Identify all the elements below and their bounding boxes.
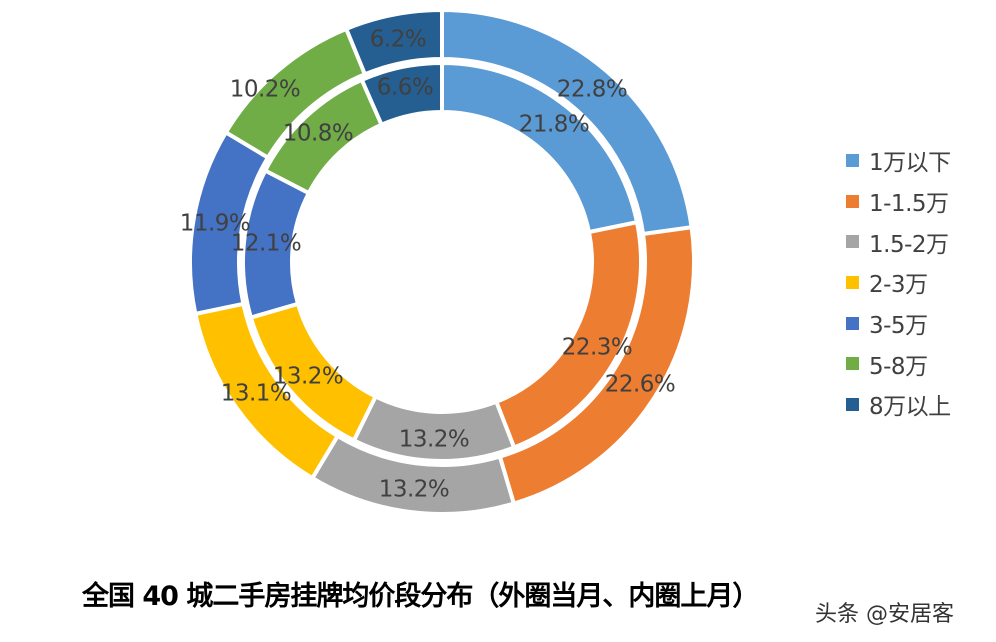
legend-swatch-icon	[846, 153, 859, 167]
outer-data-label: 13.2%	[379, 477, 450, 503]
donut-chart: 22.8%22.6%13.2%13.1%11.9%10.2%6.2%21.8%2…	[179, 7, 696, 516]
legend-item-2-3w: 2-3万	[846, 262, 951, 303]
legend-swatch-icon	[846, 275, 859, 289]
outer-slice-6	[343, 7, 444, 77]
inner-ring-last-month	[241, 60, 643, 463]
inner-data-label: 13.2%	[399, 427, 470, 453]
legend-swatch-icon	[846, 357, 859, 371]
outer-ring-current-month	[188, 7, 696, 516]
chart-legend: 1万以下 1-1.5万 1.5-2万 2-3万 3-5万 5-8万 8万以上	[846, 140, 951, 425]
legend-label: 1.5-2万	[869, 231, 949, 258]
legend-swatch-icon	[846, 235, 859, 249]
inner-data-label: 10.8%	[283, 121, 354, 147]
inner-data-label: 6.6%	[377, 75, 433, 101]
outer-data-label: 22.6%	[605, 372, 676, 398]
legend-label: 8万以上	[869, 394, 951, 421]
legend-label: 2-3万	[869, 272, 928, 299]
outer-data-label: 13.1%	[221, 381, 292, 407]
inner-data-label: 13.2%	[273, 364, 344, 390]
legend-item-under-1w: 1万以下	[846, 140, 951, 181]
legend-swatch-icon	[846, 316, 859, 330]
outer-data-label: 10.2%	[230, 77, 301, 103]
legend-label: 1-1.5万	[869, 191, 949, 218]
outer-data-label: 11.9%	[180, 211, 251, 237]
inner-data-label: 22.3%	[562, 335, 633, 361]
legend-item-over-8w: 8万以上	[846, 384, 951, 425]
inner-data-label: 21.8%	[519, 112, 590, 138]
slice-labels: 22.8%22.6%13.2%13.1%11.9%10.2%6.2%21.8%2…	[180, 27, 676, 503]
legend-swatch-icon	[846, 194, 859, 208]
legend-item-1.5-2w: 1.5-2万	[846, 221, 951, 262]
inner-slice-6	[359, 60, 444, 128]
legend-item-3-5w: 3-5万	[846, 303, 951, 344]
legend-label: 1万以下	[869, 150, 951, 177]
inner-data-label: 12.1%	[231, 231, 302, 257]
outer-data-label: 6.2%	[370, 27, 426, 53]
watermark: 头条 @安居客	[815, 602, 954, 627]
legend-item-5-8w: 5-8万	[846, 343, 951, 384]
legend-label: 5-8万	[869, 353, 928, 380]
chart-title: 全国 40 城二手房挂牌均价段分布（外圈当月、内圈上月）	[82, 581, 759, 612]
legend-item-1-1.5w: 1-1.5万	[846, 181, 951, 222]
legend-label: 3-5万	[869, 313, 928, 340]
outer-data-label: 22.8%	[557, 77, 628, 103]
legend-swatch-icon	[846, 397, 859, 411]
